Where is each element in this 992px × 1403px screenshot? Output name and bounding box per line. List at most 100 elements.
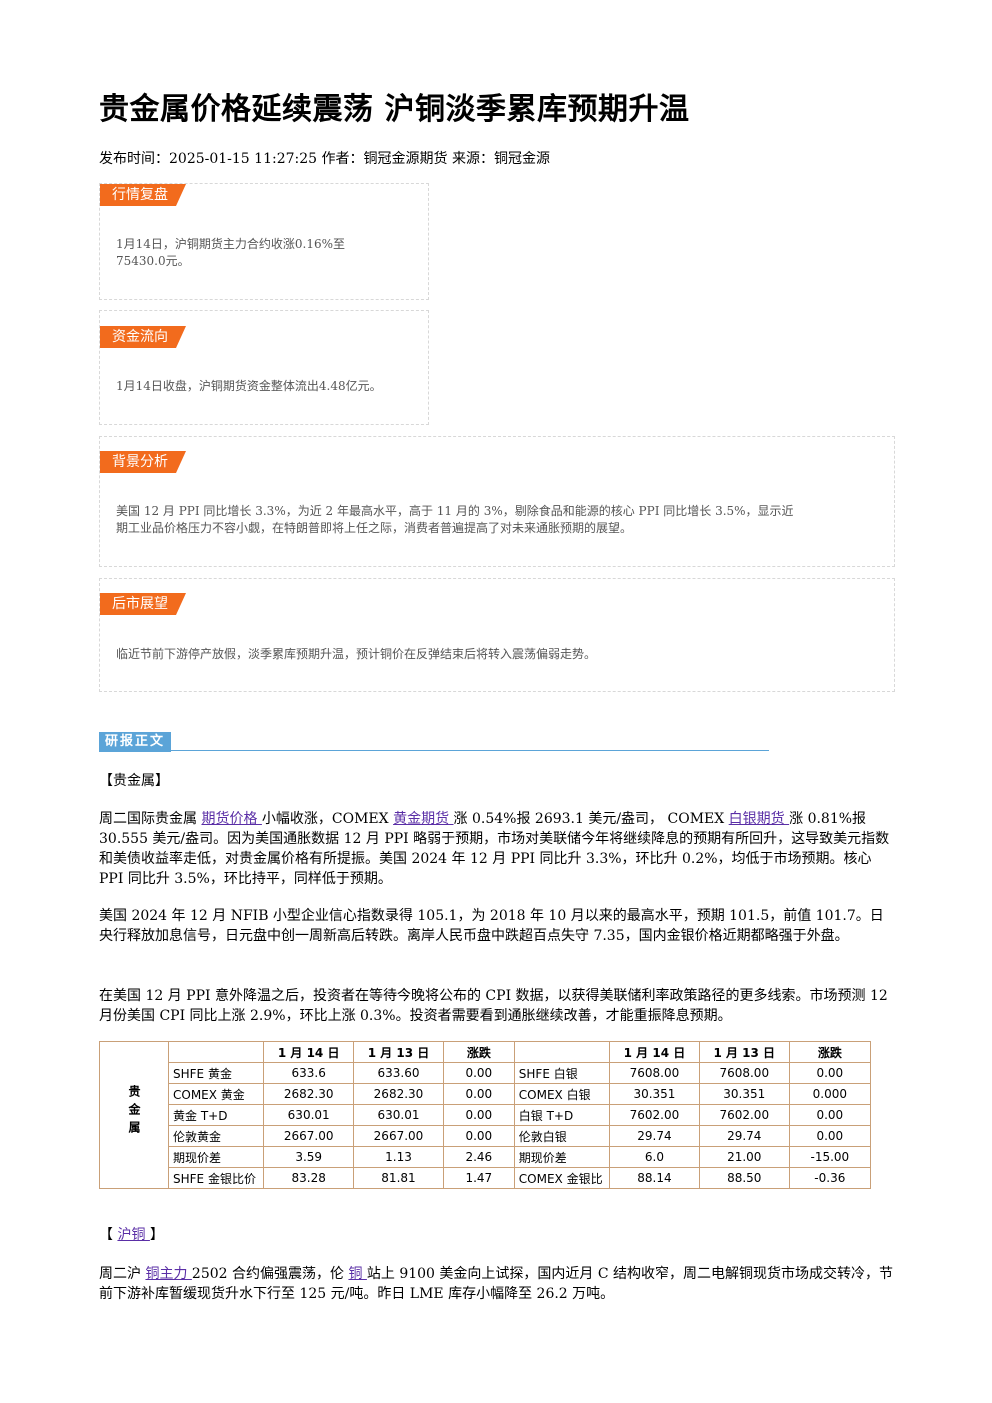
- background-line-1: 美国 12 月 PPI 同比增长 3.3%，为近 2 年最高水平，高于 11 月…: [116, 504, 794, 518]
- cell-value: 83.28: [263, 1167, 355, 1189]
- futures-price-link[interactable]: 期货价格: [201, 811, 262, 827]
- row-label: COMEX 金银比: [513, 1167, 611, 1189]
- outlook-box: 后市展望 临近节前下游停产放假，淡季累库预期升温，预计铜价在反弹结束后将转入震荡…: [99, 578, 895, 692]
- cell-change: -0.36: [788, 1167, 872, 1189]
- table-header-blank-left: [167, 1041, 265, 1063]
- cell-value: 7602.00: [698, 1104, 790, 1126]
- cell-value: 88.50: [698, 1167, 790, 1189]
- background-box: 背景分析 美国 12 月 PPI 同比增长 3.3%，为近 2 年最高水平，高于…: [99, 436, 895, 567]
- cell-change: 0.00: [442, 1104, 515, 1126]
- table-header-date1-left: 1 月 14 日: [263, 1041, 355, 1063]
- cell-value: 30.351: [609, 1083, 700, 1105]
- row-label: SHFE 黄金: [167, 1062, 265, 1084]
- cell-value: 29.74: [698, 1125, 790, 1147]
- p4-text-1: 周二沪: [99, 1266, 146, 1282]
- copper-heading: 【 沪铜 】: [99, 1224, 164, 1244]
- paragraph-4: 周二沪 铜主力 2502 合约偏强震荡，伦 铜 站上 9100 美金向上试探，国…: [99, 1264, 894, 1304]
- row-label: COMEX 黄金: [167, 1083, 265, 1105]
- outlook-text: 临近节前下游停产放假，淡季累库预期升温，预计铜价在反弹结束后将转入震荡偏弱走势。: [116, 647, 597, 661]
- table-header-row: 贵金属 1 月 14 日 1 月 13 日 涨跌 1 月 14 日 1 月 13…: [99, 1041, 872, 1189]
- cell-value: 2667.00: [263, 1125, 355, 1147]
- table-side-label: 贵金属: [99, 1041, 169, 1189]
- cell-value: 7608.00: [698, 1062, 790, 1084]
- cell-value: 633.6: [263, 1062, 355, 1084]
- cell-change: 0.00: [442, 1125, 515, 1147]
- row-label: 期现价差: [167, 1146, 265, 1168]
- paragraph-2: 美国 2024 年 12 月 NFIB 小型企业信心指数录得 105.1，为 2…: [99, 908, 884, 944]
- table-header-blank-right: [513, 1041, 611, 1063]
- copper-heading-open: 【: [99, 1227, 118, 1243]
- cell-value: 630.01: [353, 1104, 444, 1126]
- report-divider: [99, 750, 769, 751]
- cell-value: 21.00: [698, 1146, 790, 1168]
- p1-text-2: 小幅收涨，COMEX: [261, 811, 394, 827]
- cell-value: 2682.30: [263, 1083, 355, 1105]
- gold-futures-link[interactable]: 黄金期货: [393, 811, 454, 827]
- table-row: SHFE 黄金 633.6 633.60 0.00 SHFE 白银 7608.0…: [100, 1062, 872, 1084]
- cell-value: 633.60: [353, 1062, 444, 1084]
- publish-meta: 发布时间：2025-01-15 11:27:25 作者：铜冠金源期货 来源：铜冠…: [99, 151, 550, 167]
- row-label: 伦敦黄金: [167, 1125, 265, 1147]
- cell-change: 0.00: [788, 1125, 872, 1147]
- table-header-date1-right: 1 月 14 日: [609, 1041, 700, 1063]
- table-row: SHFE 金银比价 83.28 81.81 1.47 COMEX 金银比 88.…: [100, 1167, 872, 1189]
- cell-value: 30.351: [698, 1083, 790, 1105]
- cell-value: 2667.00: [353, 1125, 444, 1147]
- market-review-text: 1月14日，沪铜期货主力合约收涨0.16%至 75430.0元。: [116, 236, 345, 270]
- cell-change: 0.00: [442, 1083, 515, 1105]
- paragraph-1: 周二国际贵金属 期货价格 小幅收涨，COMEX 黄金期货 涨 0.54%报 26…: [99, 809, 894, 889]
- copper-heading-close: 】: [149, 1227, 164, 1243]
- cell-value: 29.74: [609, 1125, 700, 1147]
- market-review-line-2: 75430.0元。: [116, 254, 190, 268]
- cell-change: -15.00: [788, 1146, 872, 1168]
- cell-change: 1.47: [442, 1167, 515, 1189]
- cell-change: 0.00: [442, 1062, 515, 1084]
- report-body-tag: 研报正文: [99, 732, 172, 752]
- table-row: 伦敦黄金 2667.00 2667.00 0.00 伦敦白银 29.74 29.…: [100, 1125, 872, 1147]
- p4-text-3: 站上 9100 美金向上试探，国内近月 C 结构收窄，周二电解铜现货市场成交转冷…: [99, 1266, 894, 1302]
- cell-value: 630.01: [263, 1104, 355, 1126]
- cell-value: 3.59: [263, 1146, 355, 1168]
- p4-text-2: 2502 合约偏强震荡，伦: [191, 1266, 349, 1282]
- row-label: COMEX 白银: [513, 1083, 611, 1105]
- table-header-change-right: 涨跌: [788, 1041, 872, 1063]
- fund-flow-box: 资金流向 1月14日收盘，沪铜期货资金整体流出4.48亿元。: [99, 310, 429, 425]
- silver-futures-link[interactable]: 白银期货: [728, 811, 790, 827]
- cell-value: 1.13: [353, 1146, 444, 1168]
- row-label: 黄金 T+D: [167, 1104, 265, 1126]
- row-label: SHFE 白银: [513, 1062, 611, 1084]
- market-review-box: 行情复盘 1月14日，沪铜期货主力合约收涨0.16%至 75430.0元。: [99, 183, 429, 300]
- p1-text-4: 涨 0.81%报 30.555 美元/盎司。因为美国通胀数据 12 月 PPI …: [99, 811, 890, 887]
- p1-text-3: 涨 0.54%报 2693.1 美元/盎司， COMEX: [453, 811, 729, 827]
- table-header-date2-right: 1 月 13 日: [698, 1041, 790, 1063]
- row-label: SHFE 金银比价: [167, 1167, 265, 1189]
- background-text: 美国 12 月 PPI 同比增长 3.3%，为近 2 年最高水平，高于 11 月…: [116, 503, 794, 537]
- fund-flow-tag: 资金流向: [100, 326, 186, 348]
- table-row: 黄金 T+D 630.01 630.01 0.00 白银 T+D 7602.00…: [100, 1104, 872, 1126]
- cell-value: 7608.00: [609, 1062, 700, 1084]
- cell-change: 0.00: [788, 1104, 872, 1126]
- table-row: COMEX 黄金 2682.30 2682.30 0.00 COMEX 白银 3…: [100, 1083, 872, 1105]
- market-review-tag: 行情复盘: [100, 184, 186, 206]
- market-review-line-1: 1月14日，沪铜期货主力合约收涨0.16%至: [116, 237, 346, 251]
- p1-text-1: 周二国际贵金属: [99, 811, 202, 827]
- cell-change: 0.00: [788, 1062, 872, 1084]
- background-line-2: 期工业品价格压力不容小觑，在特朗普即将上任之际，消费者普遍提高了对未来通胀预期的…: [116, 521, 633, 535]
- page-title: 贵金属价格延续震荡 沪铜淡季累库预期升温: [99, 92, 690, 127]
- outlook-tag: 后市展望: [100, 593, 186, 615]
- paragraph-3: 在美国 12 月 PPI 意外降温之后，投资者在等待今晚将公布的 CPI 数据，…: [99, 988, 888, 1024]
- table-header-change-left: 涨跌: [442, 1041, 515, 1063]
- table-header-date2-left: 1 月 13 日: [353, 1041, 444, 1063]
- cell-value: 7602.00: [609, 1104, 700, 1126]
- fund-flow-text: 1月14日收盘，沪铜期货资金整体流出4.48亿元。: [116, 379, 382, 393]
- lme-copper-link[interactable]: 铜: [348, 1266, 367, 1282]
- copper-link[interactable]: 沪铜: [117, 1227, 150, 1243]
- copper-main-link[interactable]: 铜主力: [145, 1266, 192, 1282]
- row-label: 期现价差: [513, 1146, 611, 1168]
- precious-metals-table: 贵金属 1 月 14 日 1 月 13 日 涨跌 1 月 14 日 1 月 13…: [99, 1041, 872, 1189]
- cell-value: 6.0: [609, 1146, 700, 1168]
- cell-value: 88.14: [609, 1167, 700, 1189]
- precious-metals-heading: 【贵金属】: [99, 773, 169, 789]
- row-label: 白银 T+D: [513, 1104, 611, 1126]
- cell-change: 2.46: [442, 1146, 515, 1168]
